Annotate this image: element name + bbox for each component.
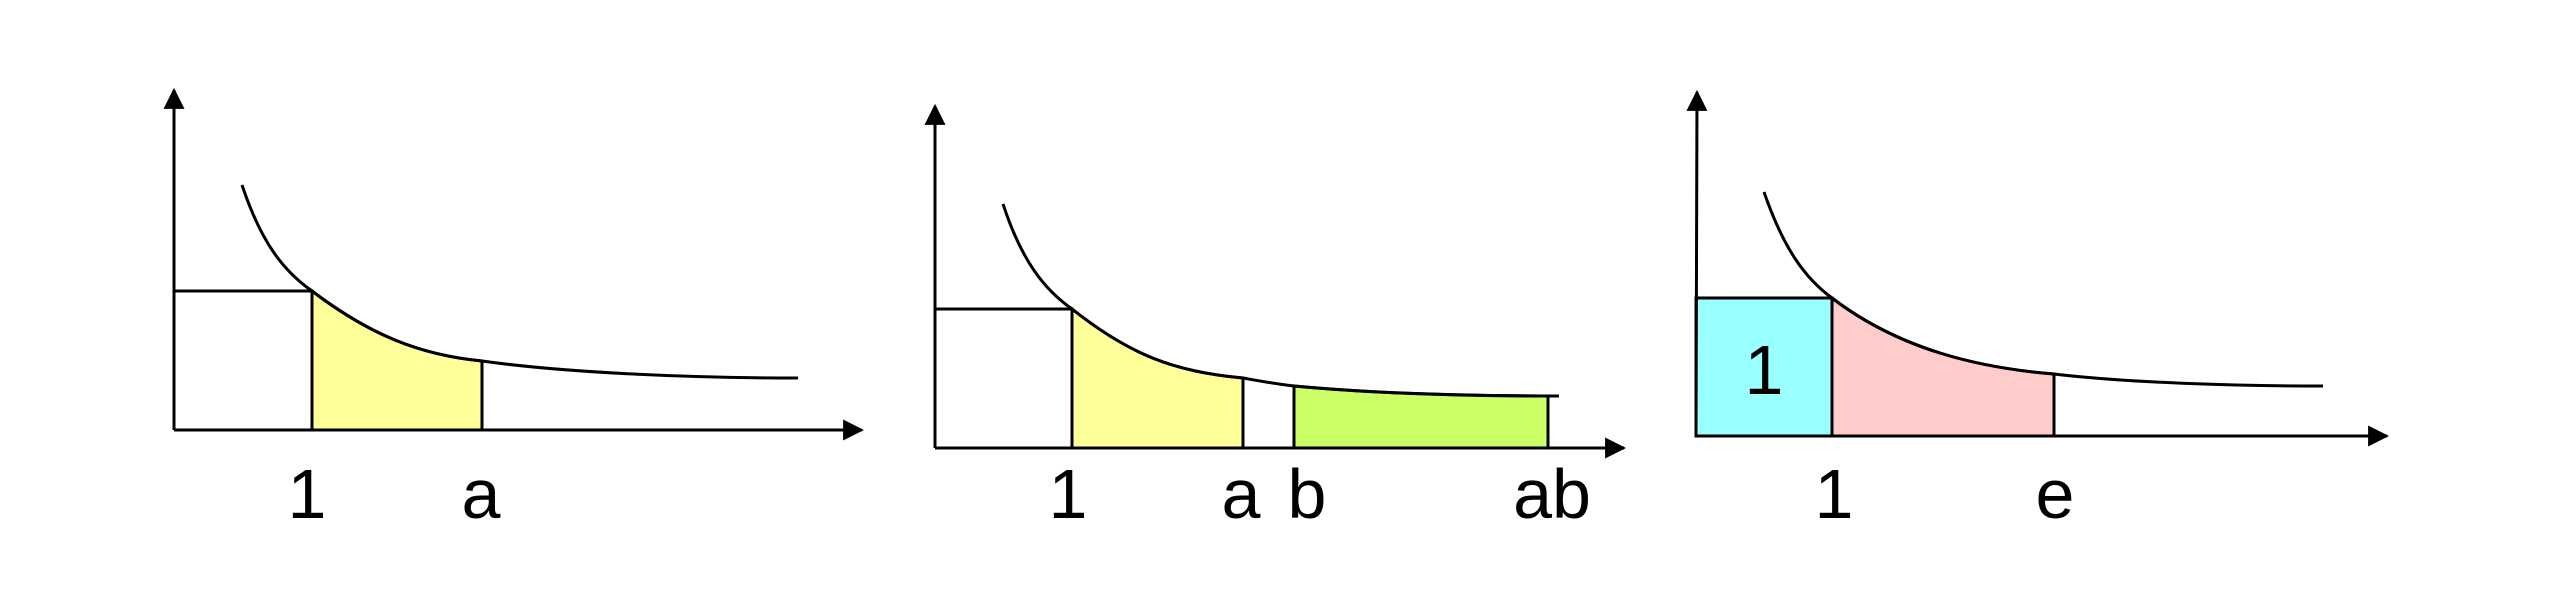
panel-2-tick-label-1: 1 [1049, 455, 1088, 533]
panel-1-tick-label-a: a [462, 455, 501, 533]
panel-2-tick-label-a: a [1222, 455, 1261, 533]
panel-2-tick-label-b: b [1288, 455, 1327, 533]
panel-2: 1 a b ab [924, 103, 1627, 533]
panel-3-hyperbola-curve [1762, 191, 2324, 388]
panel-1: 1 a [163, 87, 865, 533]
panel-3-unit-square-label: 1 [1745, 331, 1784, 409]
panel-1-region-1-to-a [310, 287, 484, 432]
panel-3-tick-label-1: 1 [1815, 455, 1854, 533]
panel-1-hyperbola-curve [240, 184, 799, 380]
panel-1-unit-box [174, 289, 314, 430]
panel-2-unit-box [935, 307, 1074, 448]
panel-2-hyperbola-curve [1001, 203, 1560, 398]
panel-2-region-1-to-a [1070, 305, 1245, 450]
panel-2-tick-label-ab: ab [1513, 455, 1591, 533]
panel-3: 1 1 e [1686, 89, 2390, 533]
panel-1-tick-label-1: 1 [288, 455, 327, 533]
panel-3-tick-label-e: e [2036, 455, 2075, 533]
panel-3-y-axis [1686, 89, 1708, 437]
